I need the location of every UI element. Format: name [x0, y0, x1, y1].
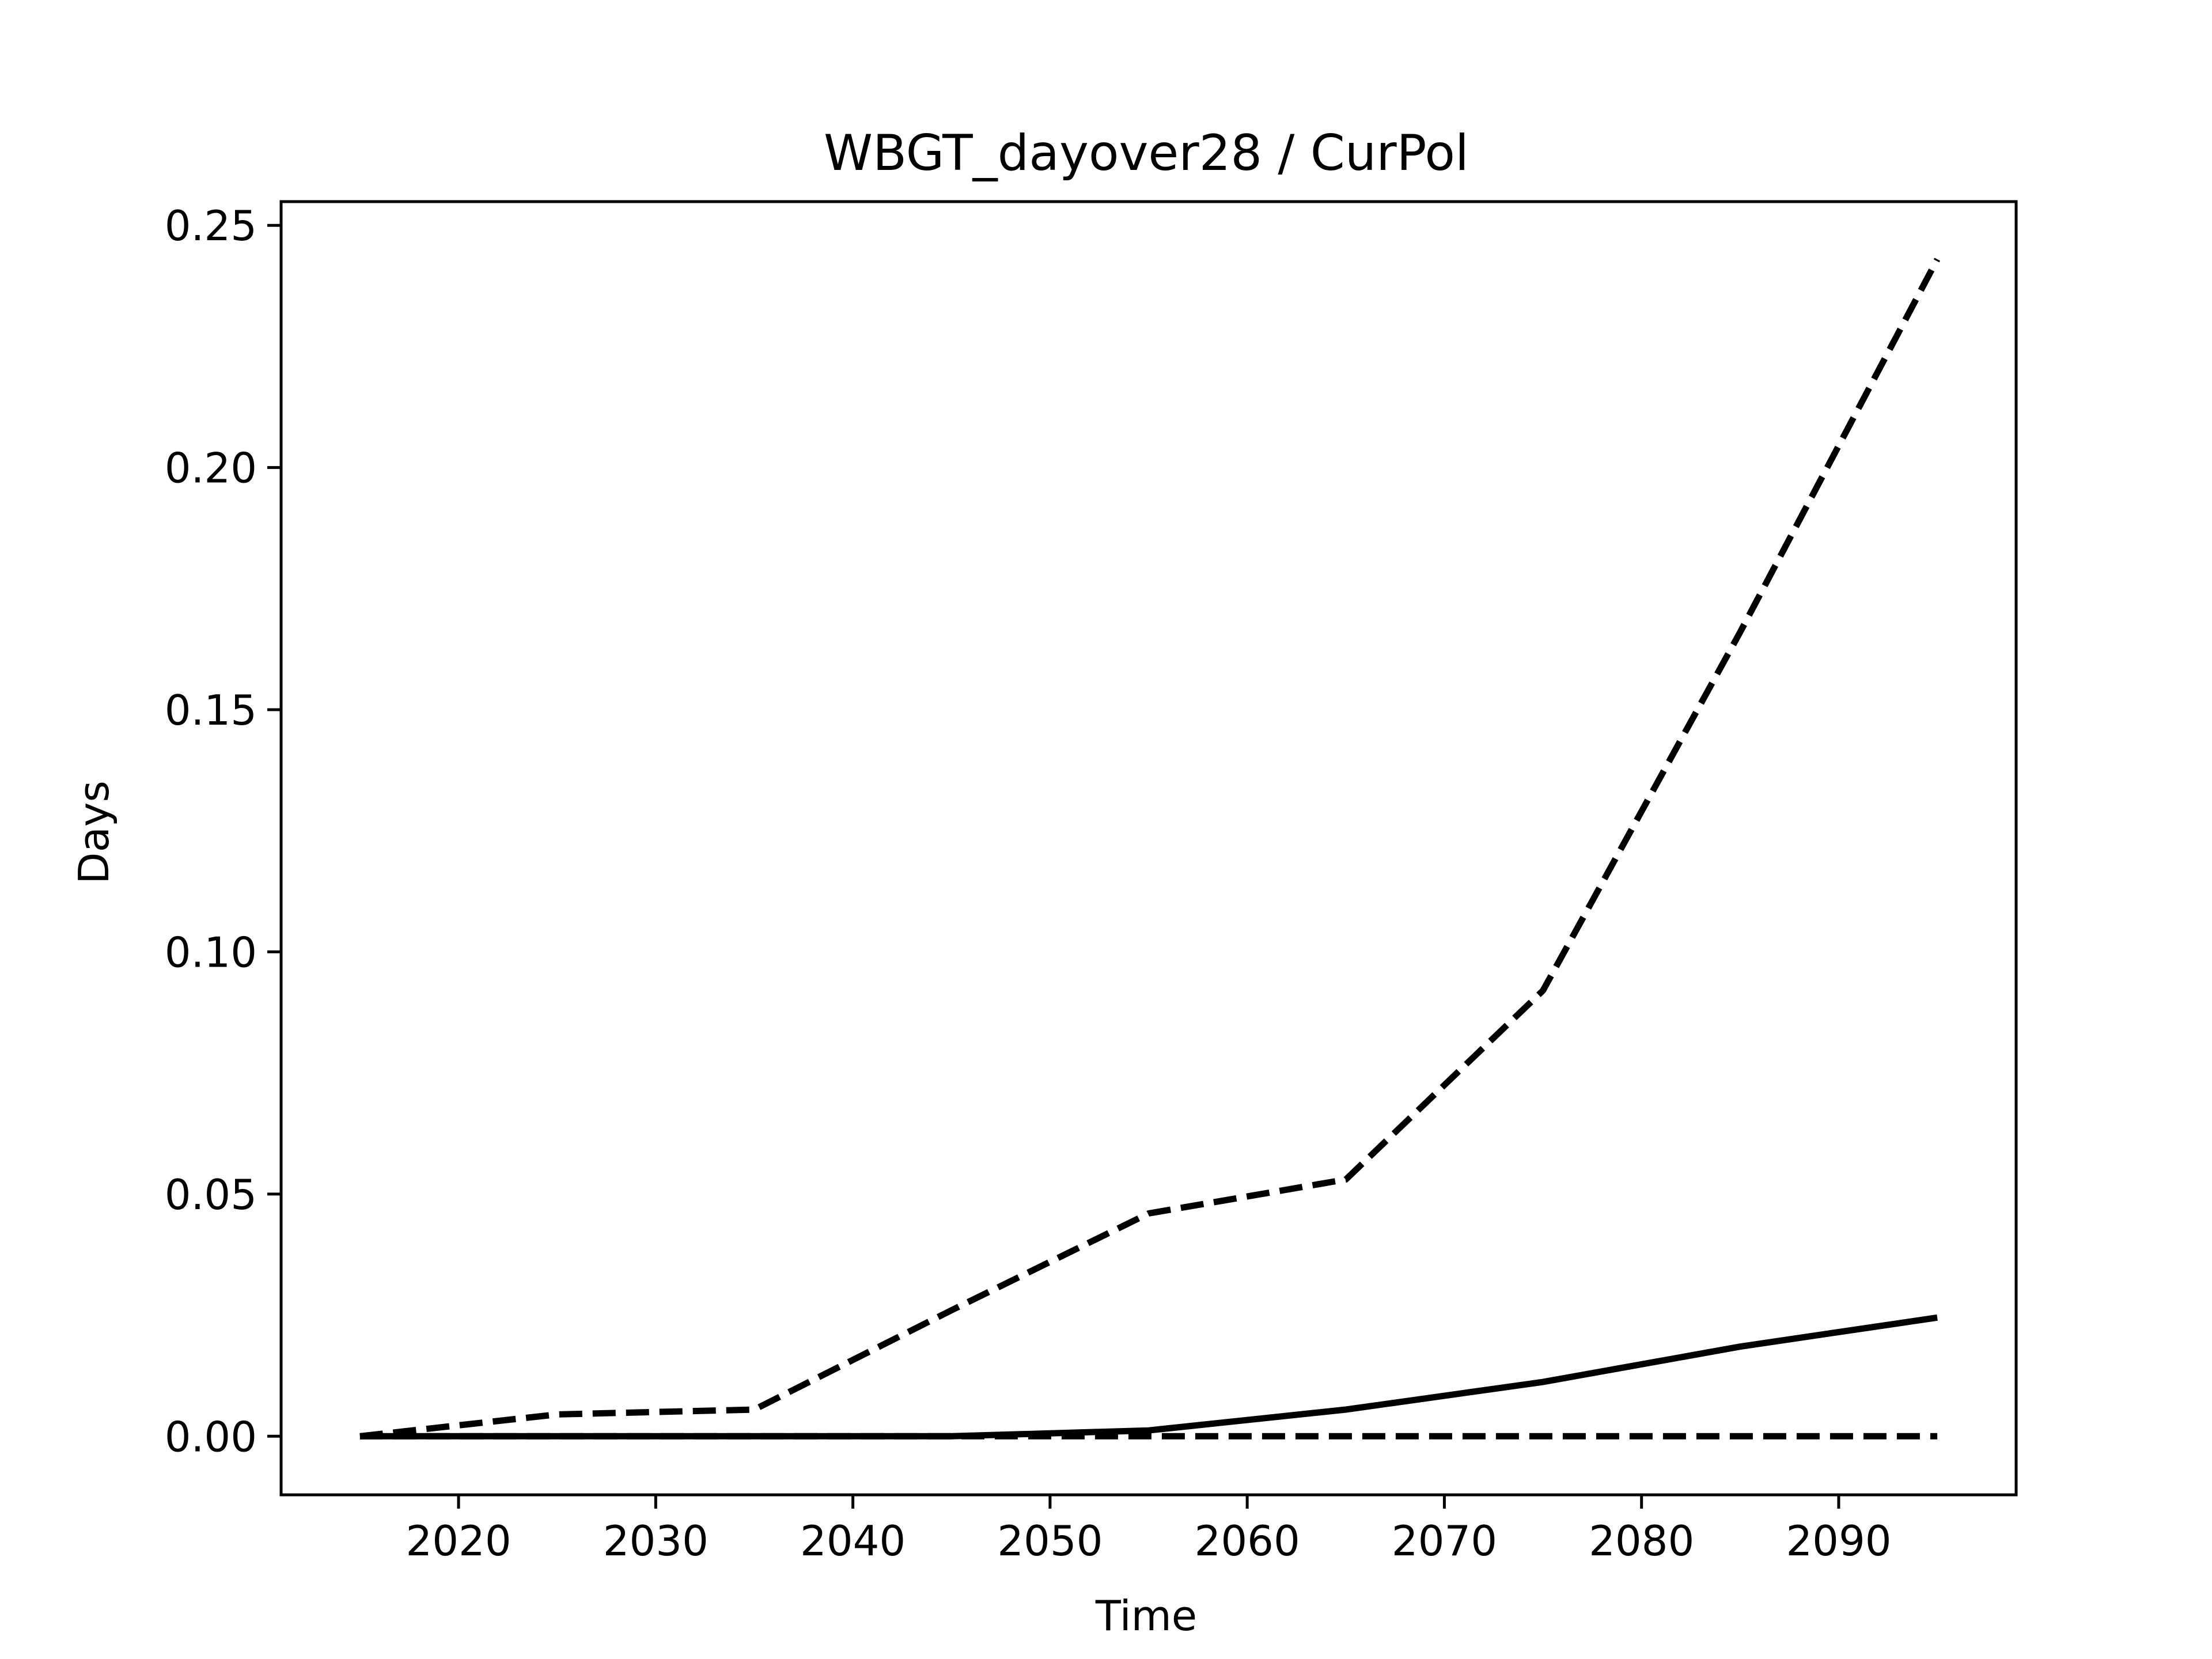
chart-title: WBGT_dayover28 / CurPol [824, 124, 1469, 182]
plot-frame [279, 200, 2018, 1497]
x-axis-title: Time [1095, 1592, 1197, 1640]
x-tick-label-6: 2070 [1392, 1517, 1497, 1565]
series-line-1 [359, 257, 1940, 1440]
x-tick-label-1: 2020 [406, 1517, 511, 1565]
x-tick-label-3: 2040 [800, 1517, 906, 1565]
y-axis-title: Days [70, 781, 118, 884]
y-tick-label-3: 0.10 [165, 928, 257, 976]
y-tick-label-5: 0.20 [165, 444, 257, 493]
plot-area: 2020 2030 2040 2050 2060 2070 2080 2090 0.00 0.05… [165, 200, 2018, 1565]
y-tick-label-4: 0.15 [165, 686, 257, 734]
x-tick-label-8: 2090 [1786, 1517, 1891, 1565]
y-tick-label-6: 0.25 [165, 202, 257, 250]
y-tick-label-2: 0.05 [165, 1171, 257, 1219]
x-tick-label-5: 2060 [1195, 1517, 1300, 1565]
x-tick-label-2: 2030 [603, 1517, 709, 1565]
x-tick-label-7: 2080 [1589, 1517, 1694, 1565]
y-tick-label-1: 0.00 [165, 1412, 257, 1461]
x-tick-label-4: 2050 [997, 1517, 1103, 1565]
series-line-2 [359, 1314, 1938, 1440]
